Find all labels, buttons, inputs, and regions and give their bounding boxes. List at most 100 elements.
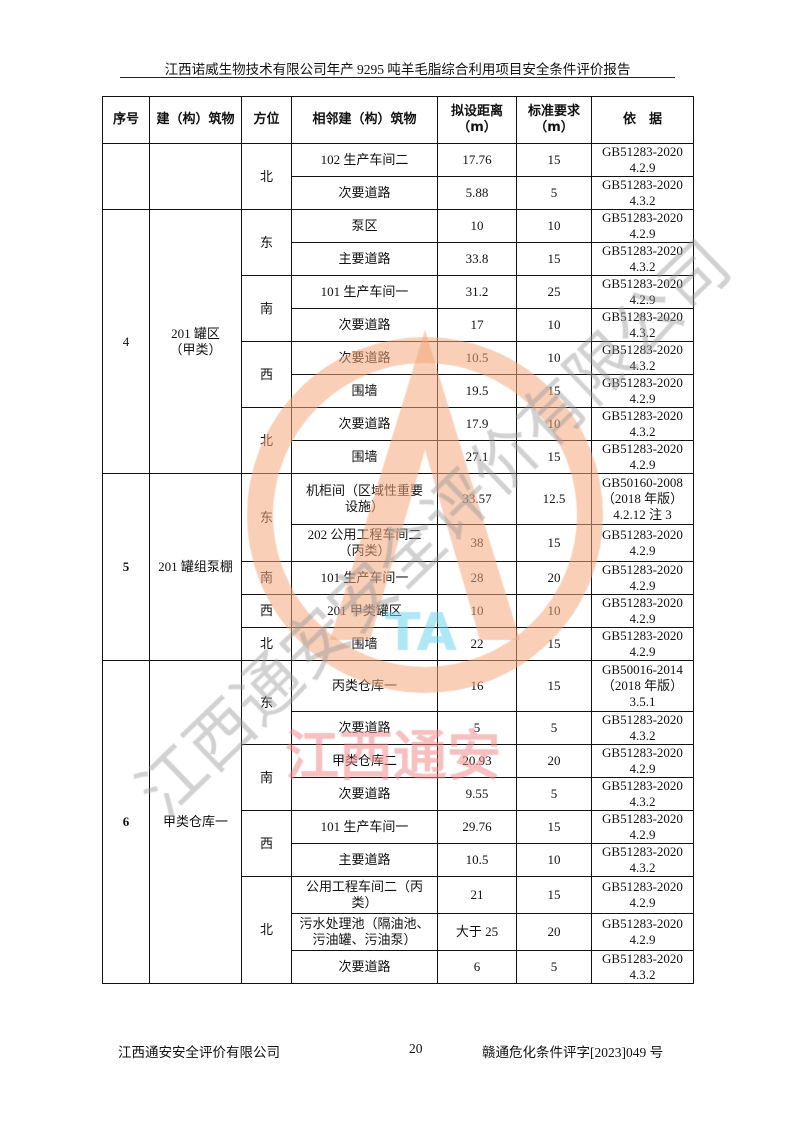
distance-cell: 6 <box>437 950 517 984</box>
neighbor-cell: 101 生产车间一 <box>291 810 438 844</box>
direction-cell: 东 <box>241 660 292 745</box>
basis-cell: GB51283-2020 4.2.9 <box>591 627 694 661</box>
table-row: 5 201 罐组泵棚东机柜间（区域性重要 设施） 33.57 12.5 GB50160-… <box>102 473 694 661</box>
table-row: 6 甲类仓库一东丙类仓库一 16 15 GB50016-2014 （2018 年版） 3… <box>102 660 694 984</box>
direction-cell: 西 <box>241 810 292 877</box>
basis-cell: GB51283-2020 4.3.2 <box>591 711 694 745</box>
neighbor-cell: 次要道路 <box>291 407 438 441</box>
distance-cell: 10.5 <box>437 341 517 375</box>
sequence-cell <box>102 143 150 210</box>
neighbor-cell: 次要道路 <box>291 777 438 811</box>
table-row: 北 102 生产车间二 17.76 15 GB51283-2020 4.2.9 <box>102 143 694 210</box>
basis-cell: GB50160-2008 （2018 年版） 4.2.12 注 3 <box>591 473 694 525</box>
direction-cell: 北 <box>241 876 292 984</box>
required-cell: 10 <box>516 407 592 441</box>
header-divider <box>120 77 675 78</box>
distance-cell: 20.93 <box>437 744 517 778</box>
neighbor-cell: 围墙 <box>291 374 438 408</box>
basis-cell: GB51283-2020 4.2.9 <box>591 374 694 408</box>
distance-cell: 19.5 <box>437 374 517 408</box>
sequence-cell: 6 <box>102 660 150 984</box>
distance-cell: 大于 25 <box>437 913 517 951</box>
neighbor-cell: 101 生产车间一 <box>291 561 438 595</box>
distance-cell: 22 <box>437 627 517 661</box>
neighbor-cell: 泵区 <box>291 209 438 243</box>
distance-cell: 17.9 <box>437 407 517 441</box>
distance-cell: 33.57 <box>437 473 517 525</box>
required-cell: 15 <box>516 374 592 408</box>
direction-cell: 南 <box>241 561 292 595</box>
basis-cell: GB51283-2020 4.3.2 <box>591 176 694 210</box>
neighbor-cell: 围墙 <box>291 627 438 661</box>
required-cell: 5 <box>516 711 592 745</box>
neighbor-cell: 机柜间（区域性重要 设施） <box>291 473 438 525</box>
neighbor-cell: 次要道路 <box>291 176 438 210</box>
basis-cell: GB51283-2020 4.2.9 <box>591 275 694 309</box>
distance-cell: 9.55 <box>437 777 517 811</box>
sequence-cell: 4 <box>102 209 150 474</box>
required-cell: 20 <box>516 744 592 778</box>
direction-cell: 北 <box>241 407 292 474</box>
neighbor-cell: 201 甲类罐区 <box>291 594 438 628</box>
basis-cell: GB51283-2020 4.3.2 <box>591 341 694 375</box>
required-cell: 5 <box>516 777 592 811</box>
basis-cell: GB51283-2020 4.3.2 <box>591 308 694 342</box>
column-header: 相邻建（构）筑物 <box>291 96 438 144</box>
basis-cell: GB51283-2020 4.2.9 <box>591 143 694 177</box>
required-cell: 5 <box>516 950 592 984</box>
distance-cell: 27.1 <box>437 440 517 474</box>
required-cell: 20 <box>516 561 592 595</box>
page-header-title: 江西诺威生物技术有限公司年产 9295 吨羊毛脂综合利用项目安全条件评价报告 <box>164 62 631 77</box>
required-cell: 15 <box>516 242 592 276</box>
required-cell: 20 <box>516 913 592 951</box>
direction-cell: 北 <box>241 627 292 661</box>
distance-cell: 5.88 <box>437 176 517 210</box>
basis-cell: GB51283-2020 4.2.9 <box>591 524 694 562</box>
required-cell: 15 <box>516 143 592 177</box>
building-cell: 201 罐区 （甲类） <box>149 209 242 474</box>
required-cell: 10 <box>516 341 592 375</box>
required-cell: 10 <box>516 308 592 342</box>
basis-cell: GB51283-2020 4.2.9 <box>591 744 694 778</box>
distance-cell: 38 <box>437 524 517 562</box>
neighbor-cell: 次要道路 <box>291 950 438 984</box>
basis-cell: GB50016-2014 （2018 年版） 3.5.1 <box>591 660 694 712</box>
neighbor-cell: 主要道路 <box>291 242 438 276</box>
sequence-cell: 5 <box>102 473 150 661</box>
distance-cell: 29.76 <box>437 810 517 844</box>
neighbor-cell: 甲类仓库二 <box>291 744 438 778</box>
required-cell: 15 <box>516 440 592 474</box>
distance-cell: 10 <box>437 594 517 628</box>
column-header: 建（构）筑物 <box>149 96 242 144</box>
distance-cell: 31.2 <box>437 275 517 309</box>
basis-cell: GB51283-2020 4.2.9 <box>591 440 694 474</box>
distance-cell: 21 <box>437 876 517 914</box>
required-cell: 15 <box>516 660 592 712</box>
distance-cell: 5 <box>437 711 517 745</box>
basis-cell: GB51283-2020 4.2.9 <box>591 209 694 243</box>
footer-page-number: 20 <box>409 1041 423 1056</box>
basis-cell: GB51283-2020 4.3.2 <box>591 777 694 811</box>
neighbor-cell: 污水处理池（隔油池、 污油罐、污油泵） <box>291 913 438 951</box>
required-cell: 10 <box>516 209 592 243</box>
basis-cell: GB51283-2020 4.3.2 <box>591 950 694 984</box>
direction-cell: 东 <box>241 209 292 276</box>
footer-company: 江西通安安全评价有限公司 <box>118 1045 280 1060</box>
required-cell: 15 <box>516 627 592 661</box>
basis-cell: GB51283-2020 4.3.2 <box>591 407 694 441</box>
neighbor-cell: 202 公用工程车间二 （丙类） <box>291 524 438 562</box>
neighbor-cell: 主要道路 <box>291 843 438 877</box>
direction-cell: 西 <box>241 341 292 408</box>
distance-cell: 10 <box>437 209 517 243</box>
neighbor-cell: 公用工程车间二（丙 类） <box>291 876 438 914</box>
direction-cell: 南 <box>241 275 292 342</box>
distance-cell: 16 <box>437 660 517 712</box>
distance-cell: 28 <box>437 561 517 595</box>
distance-cell: 17.76 <box>437 143 517 177</box>
column-header: 依 据 <box>591 96 694 144</box>
column-header: 拟设距离 （m） <box>437 96 517 144</box>
neighbor-cell: 102 生产车间二 <box>291 143 438 177</box>
table-header-row: 序号 建（构）筑物 方位 相邻建（构）筑物 拟设距离 （m） 标准要求 （m）依 据 <box>102 96 694 144</box>
building-cell: 甲类仓库一 <box>149 660 242 984</box>
